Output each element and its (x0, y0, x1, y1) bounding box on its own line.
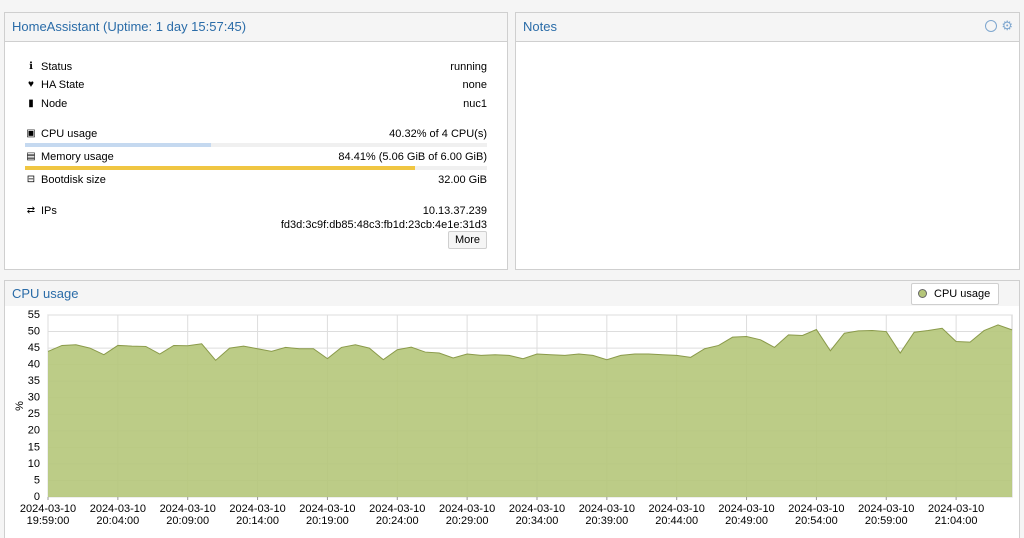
label: HA State (41, 79, 85, 91)
y-tick-label: 25 (28, 408, 40, 420)
expand-icon[interactable] (985, 20, 997, 32)
label: Memory usage (41, 151, 114, 163)
value: 84.41% (5.06 GiB of 6.00 GiB) (338, 151, 487, 163)
status-row: ℹ Status running (29, 61, 487, 73)
y-tick-label: 35 (28, 375, 40, 387)
legend-swatch (918, 289, 927, 298)
x-tick-label: 2024-03-10 20:24:00 (369, 503, 426, 527)
x-tick-label: 2024-03-10 20:04:00 (89, 503, 146, 527)
settings-icon[interactable]: ⚙ (1001, 18, 1013, 33)
x-tick-label: 2024-03-10 20:44:00 (648, 503, 705, 527)
y-tick-label: 30 (28, 392, 40, 404)
value: none (462, 79, 487, 91)
cpu-row: ▣ CPU usage 40.32% of 4 CPU(s) (26, 128, 487, 140)
y-tick-label: 10 (28, 458, 40, 470)
y-tick-label: 45 (28, 342, 40, 354)
panel-title: Notes (516, 13, 1019, 42)
value: 40.32% of 4 CPU(s) (389, 128, 487, 140)
y-tick-label: 55 (28, 309, 40, 321)
bootdisk-row: ⊟ Bootdisk size 32.00 GiB (26, 174, 487, 186)
memory-bar (25, 166, 415, 170)
x-tick-label: 2024-03-10 20:59:00 (858, 503, 915, 527)
label: Bootdisk size (41, 174, 106, 186)
x-tick-label: 2024-03-10 20:39:00 (578, 503, 635, 527)
x-tick-label: 2024-03-10 20:14:00 (229, 503, 286, 527)
node-row: ▮ Node nuc1 (28, 98, 487, 110)
y-tick-label: 15 (28, 441, 40, 453)
y-tick-label: 40 (28, 359, 40, 371)
value: 32.00 GiB (438, 174, 487, 186)
summary-panel: HomeAssistant (Uptime: 1 day 15:57:45) ℹ… (4, 12, 508, 270)
legend-label: CPU usage (934, 288, 991, 300)
ips-row: ⇄ IPs 10.13.37.239 (26, 205, 487, 217)
cpu-bar-track (25, 143, 487, 147)
memory-bar-track (25, 166, 487, 170)
y-axis-label: % (14, 401, 26, 411)
x-tick-label: 2024-03-10 19:59:00 (19, 503, 77, 527)
label: Status (41, 61, 73, 73)
value: nuc1 (463, 98, 487, 110)
value: running (450, 61, 487, 73)
x-tick-label: 2024-03-10 20:09:00 (159, 503, 216, 527)
chart: 0 5 10 15 20 25 30 35 40 45 50 55% (14, 309, 1013, 500)
more-button[interactable]: More (447, 231, 487, 249)
ip-row: fd3d:3c9f:db85:48c3:fb1d:23cb:4e1e:31d3 (25, 217, 487, 233)
panel-title: HomeAssistant (Uptime: 1 day 15:57:45) (5, 13, 507, 42)
x-tick-label: 2024-03-10 20:49:00 (718, 503, 775, 527)
value: fd3d:3c9f:db85:48c3:fb1d:23cb:4e1e:31d3 (280, 219, 487, 231)
y-tick-label: 5 (34, 474, 40, 486)
ha-state-row: ♥ HA State none (28, 79, 487, 91)
x-tick-label: 2024-03-10 21:04:00 (927, 503, 985, 527)
x-tick-label: 2024-03-10 20:19:00 (299, 503, 356, 527)
area (48, 324, 1012, 497)
chart-title: CPU usage (5, 281, 1019, 306)
legend[interactable]: CPU usage (911, 283, 1000, 305)
value: 10.13.37.239 (422, 205, 487, 217)
label: Node (41, 98, 68, 110)
memory-row: ▤ Memory usage 84.41% (5.06 GiB of 6.00 Gi… (26, 151, 487, 163)
label: IPs (41, 205, 57, 217)
label: CPU usage (41, 128, 98, 140)
notes-panel: Notes ⚙ (515, 12, 1020, 270)
x-tick-label: 2024-03-10 20:34:00 (508, 503, 566, 527)
y-tick-label: 0 (34, 491, 40, 500)
x-tick-label: 2024-03-10 20:54:00 (788, 503, 845, 527)
y-tick-label: 50 (28, 325, 40, 337)
line (47, 324, 1013, 362)
x-tick-label: 2024-03-10 20:29:00 (438, 503, 496, 527)
cpu-bar (25, 143, 212, 147)
y-tick-label: 20 (28, 425, 40, 437)
